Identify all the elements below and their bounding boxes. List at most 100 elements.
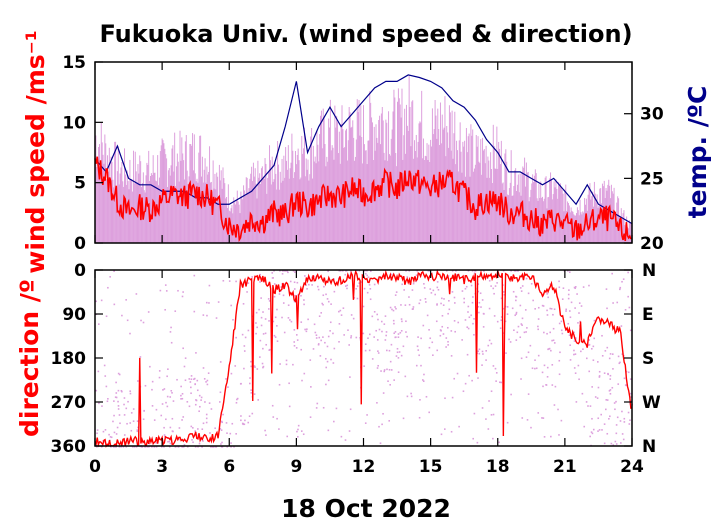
direction-scatter-point — [553, 342, 556, 344]
direction-scatter-point — [315, 407, 318, 409]
direction-scatter-point — [163, 434, 166, 436]
direction-scatter-point — [314, 331, 317, 334]
direction-scatter-point — [617, 355, 620, 358]
direction-scatter-point — [573, 331, 575, 334]
direction-scatter-point — [220, 429, 223, 431]
direction-scatter-point — [107, 286, 109, 289]
direction-scatter-point — [560, 329, 563, 332]
direction-scatter-point — [477, 350, 479, 353]
bottom-y-tick-label: 180 — [51, 349, 87, 369]
direction-scatter-point — [453, 320, 456, 322]
direction-scatter-point — [483, 270, 485, 272]
direction-scatter-point — [268, 300, 271, 302]
direction-scatter-point — [219, 401, 221, 403]
direction-scatter-point — [273, 334, 276, 337]
direction-scatter-point — [108, 433, 110, 436]
direction-scatter-point — [281, 270, 284, 272]
direction-scatter-point — [303, 372, 306, 375]
direction-scatter-point — [428, 346, 431, 349]
direction-scatter-point — [349, 408, 352, 411]
direction-scatter-point — [406, 276, 409, 278]
direction-scatter-point — [456, 372, 459, 375]
direction-scatter-point — [546, 314, 549, 316]
direction-scatter-point — [574, 372, 577, 374]
direction-scatter-point — [209, 432, 211, 434]
direction-scatter-point — [168, 440, 171, 443]
direction-scatter-point — [397, 333, 400, 335]
direction-scatter-point — [302, 433, 305, 436]
direction-scatter-point — [342, 270, 344, 272]
direction-scatter-point — [397, 371, 400, 374]
direction-scatter-point — [616, 301, 619, 304]
direction-scatter-point — [182, 416, 185, 418]
direction-scatter-point — [304, 328, 306, 331]
direction-scatter-point — [611, 353, 614, 355]
direction-scatter-point — [383, 370, 386, 373]
direction-scatter-point — [362, 305, 365, 308]
direction-scatter-point — [322, 303, 324, 306]
direction-scatter-point — [606, 346, 609, 349]
direction-scatter-point — [515, 339, 518, 341]
direction-scatter-point — [527, 351, 530, 354]
direction-scatter-point — [181, 446, 184, 448]
direction-scatter-point — [132, 408, 135, 410]
direction-scatter-point — [588, 370, 591, 373]
direction-scatter-point — [432, 354, 434, 357]
direction-scatter-point — [295, 347, 298, 349]
direction-scatter-point — [110, 446, 112, 448]
direction-scatter-point — [190, 392, 192, 395]
direction-scatter-point — [517, 325, 520, 328]
direction-scatter-point — [192, 441, 194, 444]
direction-scatter-point — [280, 286, 283, 288]
x-tick-label: 18 — [486, 457, 510, 477]
direction-scatter-point — [254, 366, 256, 368]
direction-scatter-point — [578, 312, 580, 314]
x-tick-label: 12 — [352, 457, 376, 477]
direction-scatter-point — [623, 417, 626, 420]
direction-scatter-point — [293, 341, 296, 343]
x-tick-label: 0 — [89, 457, 101, 477]
direction-scatter-point — [485, 350, 487, 352]
direction-scatter-point — [419, 299, 422, 301]
direction-scatter-point — [574, 337, 577, 339]
direction-scatter-point — [243, 350, 246, 352]
direction-scatter-point — [144, 446, 147, 448]
direction-scatter-point — [553, 308, 556, 311]
direction-scatter-point — [492, 287, 495, 290]
direction-scatter-point — [461, 339, 463, 341]
direction-scatter-point — [222, 413, 224, 416]
bottom-y-tick-label: 270 — [51, 393, 87, 413]
direction-scatter-point — [492, 437, 494, 440]
direction-scatter-point — [283, 283, 286, 286]
direction-scatter-point — [606, 307, 608, 310]
direction-scatter-point — [554, 385, 557, 388]
direction-scatter-point — [629, 378, 632, 380]
direction-scatter-point — [358, 282, 360, 284]
direction-scatter-point — [499, 381, 501, 384]
direction-scatter-point — [610, 442, 613, 445]
direction-scatter-point — [325, 383, 327, 386]
direction-scatter-point — [591, 347, 593, 350]
direction-scatter-point — [353, 297, 356, 299]
direction-scatter-point — [332, 332, 334, 335]
direction-scatter-point — [395, 307, 397, 310]
direction-scatter-point — [113, 303, 116, 306]
direction-scatter-point — [135, 446, 138, 448]
direction-scatter-point — [193, 274, 196, 277]
direction-scatter-point — [226, 446, 229, 448]
direction-scatter-point — [197, 428, 199, 430]
direction-scatter-point — [395, 291, 398, 293]
direction-scatter-point — [542, 385, 544, 388]
direction-scatter-point — [288, 382, 290, 385]
direction-scatter-point — [619, 288, 621, 291]
direction-scatter-point — [608, 418, 610, 420]
direction-scatter-point — [428, 411, 430, 414]
direction-scatter-point — [519, 304, 522, 307]
direction-scatter-point — [170, 326, 172, 329]
direction-scatter-point — [619, 286, 622, 289]
direction-scatter-point — [274, 316, 277, 319]
direction-scatter-point — [561, 332, 564, 335]
direction-scatter-point — [406, 335, 408, 338]
direction-scatter-point — [529, 344, 532, 347]
x-tick-label: 3 — [156, 457, 168, 477]
